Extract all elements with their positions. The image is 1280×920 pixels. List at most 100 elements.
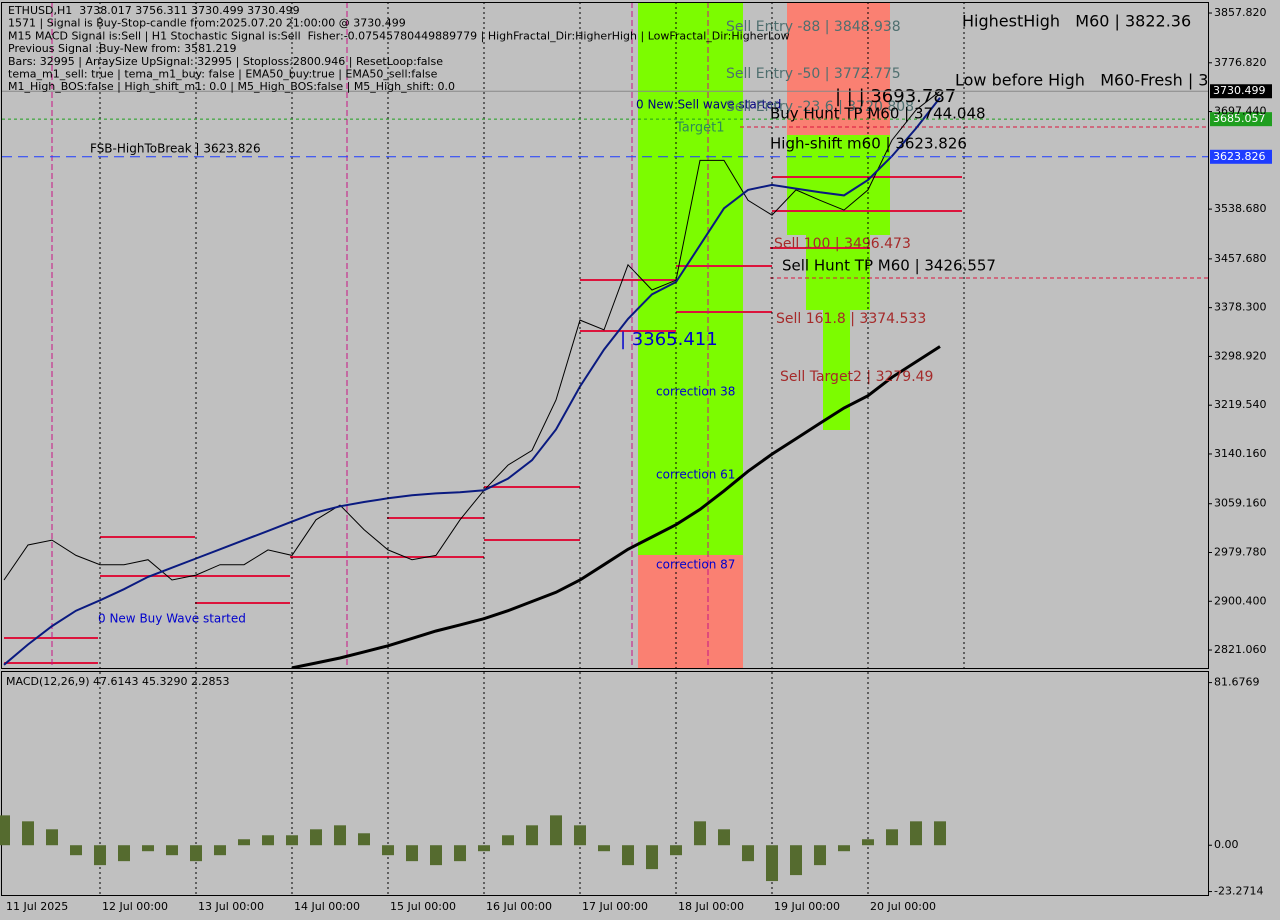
price-tag-label: 3623.826 <box>1213 150 1266 163</box>
x-tick-label: 20 Jul 00:00 <box>870 900 936 913</box>
y-tick-label: 3378.300 <box>1214 301 1267 314</box>
annotation: | 3365.411 <box>620 329 718 350</box>
x-tick-label: 12 Jul 00:00 <box>102 900 168 913</box>
histogram-bar <box>382 845 394 856</box>
y-tick-label: 2900.400 <box>1214 594 1267 607</box>
x-tick-label: 16 Jul 00:00 <box>486 900 552 913</box>
annotation: correction 87 <box>656 558 735 572</box>
annotation: Sell 100 | 3496.473 <box>774 236 911 252</box>
histogram-bar <box>142 845 154 852</box>
macd-title: MACD(12,26,9) 47.6143 45.3290 2.2853 <box>6 675 230 688</box>
price-tag-label: 3685.057 <box>1213 112 1266 125</box>
price-tag <box>1210 84 1272 99</box>
series-line <box>4 696 940 861</box>
histogram-bar <box>766 845 778 882</box>
price-tag <box>1210 112 1272 127</box>
histogram-bar <box>0 815 10 846</box>
histogram-bar <box>238 839 250 846</box>
x-tick-label: 11 Jul 2025 <box>6 900 68 913</box>
annotation: Target1 <box>675 121 725 136</box>
y-tick-label: 2821.060 <box>1214 643 1267 656</box>
header-line: Bars: 32995 | ArraySize UpSignal: 32995 … <box>8 55 443 68</box>
histogram-bar <box>406 845 418 862</box>
histogram-bar <box>502 835 514 846</box>
annotation: HighestHigh M60 | 3822.36 <box>962 12 1191 31</box>
y-tick-label: 81.6769 <box>1214 676 1260 689</box>
x-tick-label: 17 Jul 00:00 <box>582 900 648 913</box>
zone <box>638 555 743 668</box>
header-line: tema_m1_sell: true | tema_m1_buy: false … <box>8 68 438 81</box>
y-tick-label: 3059.160 <box>1214 497 1267 510</box>
histogram-bar <box>670 845 682 856</box>
zone <box>823 310 850 430</box>
level-segments <box>4 176 962 664</box>
histogram-bar <box>310 829 322 846</box>
histogram-bar <box>862 839 874 846</box>
histogram-bar <box>70 845 82 856</box>
annotation: correction 38 <box>656 385 735 399</box>
histogram-bar <box>646 845 658 870</box>
x-tick-label: 13 Jul 00:00 <box>198 900 264 913</box>
annotation: Sell 161.8 | 3374.533 <box>776 311 926 327</box>
histogram-bar <box>574 825 586 846</box>
histogram-bar <box>478 845 490 852</box>
histogram-bar <box>358 833 370 846</box>
plot: FSB-HighToBreak | 3623.826 0 New Buy Wave… <box>3 12 1239 861</box>
annotation: Low before High M60-Fresh | 3727 <box>955 71 1239 90</box>
zones <box>4 2 1208 668</box>
annotation: Buy Hunt TP M60 | 3744.048 <box>770 105 986 123</box>
annotation: Sell Entry -50 | 3772.775 <box>726 66 901 82</box>
y-tick-label: 3219.540 <box>1214 398 1267 411</box>
price-tag <box>1210 149 1272 164</box>
series-line <box>4 710 940 857</box>
x-tick-label: 14 Jul 00:00 <box>294 900 360 913</box>
histogram-bar <box>550 815 562 846</box>
histogram-bar <box>430 845 442 866</box>
annotation: correction 61 <box>656 468 735 482</box>
annotation: Sell Target2 | 3279.49 <box>780 369 933 385</box>
header-line: 1571 | Signal is Buy-Stop-candle from:20… <box>8 17 406 30</box>
histogram-bar <box>790 845 802 876</box>
annotation: Sell Hunt TP M60 | 3426.557 <box>782 257 996 275</box>
histogram-bar <box>166 845 178 856</box>
histogram-bar <box>214 845 226 856</box>
x-tick-label: 19 Jul 00:00 <box>774 900 840 913</box>
y-tick-label: 3697.440 <box>1214 105 1267 118</box>
y-tick-label: -23.2714 <box>1214 885 1263 898</box>
header-line: M1_High_BOS:false | High_shift_m1: 0.0 |… <box>8 80 455 93</box>
y-tick-label: 3457.680 <box>1214 252 1267 265</box>
annotation: 0 New Sell wave started <box>636 98 781 112</box>
annotation: Sell Entry -88 | 3848.938 <box>726 19 901 35</box>
series-line <box>3 97 941 666</box>
y-tick-label: 3298.920 <box>1214 349 1267 362</box>
histogram-bar <box>742 845 754 862</box>
histogram-bar <box>118 845 130 862</box>
macd-frame <box>1 671 1209 896</box>
y-tick-label: 3140.160 <box>1214 447 1267 460</box>
histogram-bar <box>334 825 346 846</box>
header-line: ETHUSD,H1 3738.017 3756.311 3730.499 373… <box>8 4 300 17</box>
histogram-bar <box>46 829 58 846</box>
y-tick-label: 3538.680 <box>1214 202 1267 215</box>
x-tick-label: 18 Jul 00:00 <box>678 900 744 913</box>
histogram-bar <box>454 845 466 862</box>
histogram-bar <box>814 845 826 866</box>
y-tick-label: 3776.820 <box>1214 56 1267 69</box>
histogram-bar <box>598 845 610 852</box>
histogram-bar <box>262 835 274 846</box>
annotation: FSB-HighToBreak | 3623.826 <box>90 142 261 156</box>
x-tick-label: 15 Jul 00:00 <box>390 900 456 913</box>
histogram-bar <box>22 821 34 846</box>
histogram-bar <box>190 845 202 862</box>
histogram-bar <box>94 845 106 866</box>
histogram-bar <box>718 829 730 846</box>
histogram-bar <box>694 821 706 846</box>
histogram-bar <box>838 845 850 852</box>
histogram-bar <box>526 825 538 846</box>
y-tick-label: 2979.780 <box>1214 546 1267 559</box>
zone <box>787 135 890 235</box>
price-frame <box>1 2 1209 669</box>
header-line: M15 MACD Signal is:Sell | H1 Stochastic … <box>8 29 790 42</box>
histogram-bar <box>934 821 946 846</box>
